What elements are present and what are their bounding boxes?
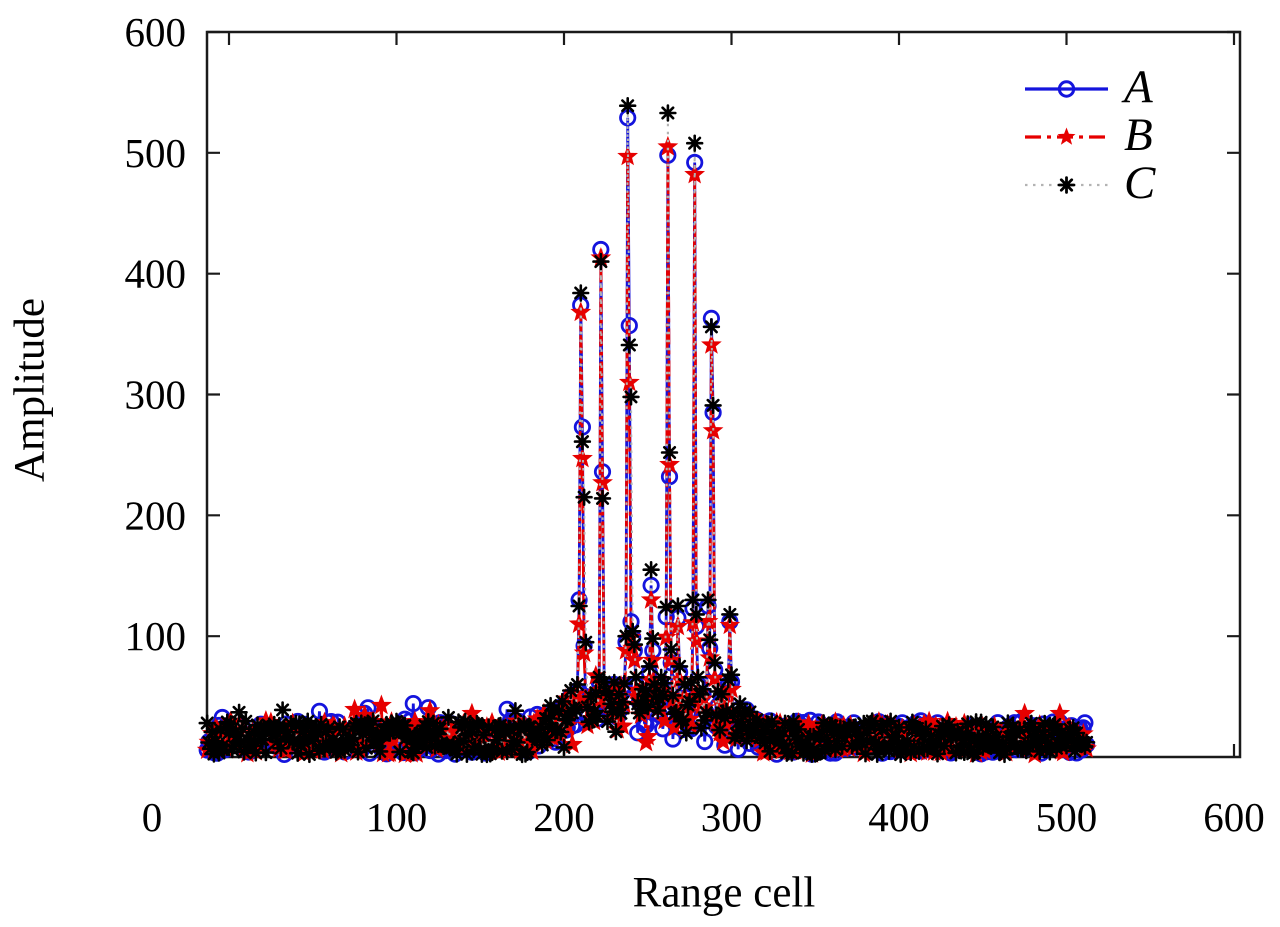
x-tick-label: 200 [533,794,595,840]
legend-marker-asterisk-icon [1057,176,1076,194]
y-tick-label: 400 [125,251,187,297]
axis-tick-marks [207,30,1240,757]
x-tick-label: 600 [1203,794,1265,840]
legend-label-series-a: A [1124,60,1153,113]
x-tick-label: 500 [1036,794,1098,840]
series-c-markers [198,97,1096,764]
legend-marker-star-icon [1057,127,1076,145]
x-tick-label: 300 [701,794,763,840]
legend-label-series-b: B [1124,108,1153,161]
x-axis-label: Range cell [632,869,816,917]
x-tick-label: 0 [142,794,163,840]
y-tick-label: 500 [125,130,187,176]
plot-border [205,30,1242,759]
y-tick-label: 300 [125,372,187,418]
y-tick-label: 600 [125,9,187,55]
legend-label-series-c: C [1124,156,1156,209]
x-tick-label: 100 [366,794,428,840]
y-tick-label: 100 [125,613,187,659]
y-tick-label: 200 [125,492,187,538]
legend-marker-circle-icon [1057,80,1076,98]
y-axis-label: Amplitude [6,298,54,482]
x-tick-label: 400 [868,794,930,840]
